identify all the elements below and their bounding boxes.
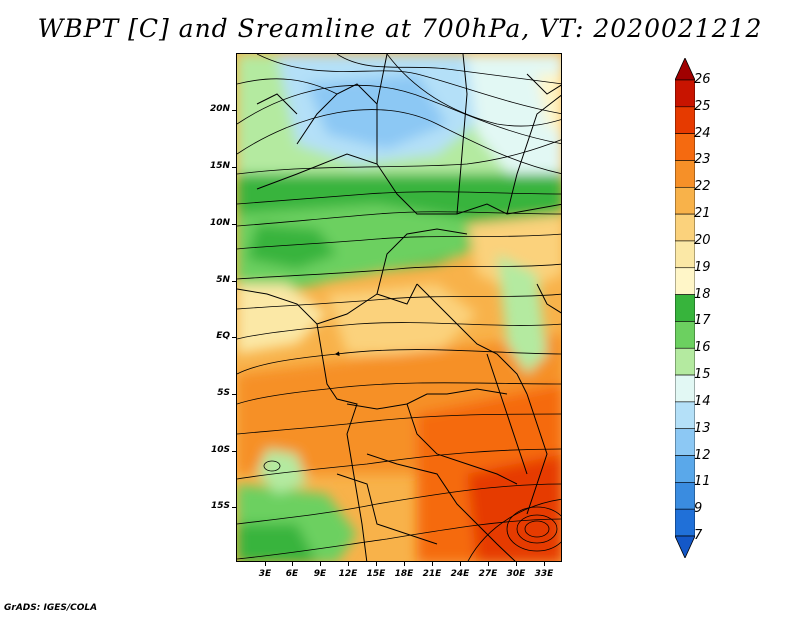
lon-tick [348,562,349,566]
colorbar-label: 21 [694,206,711,222]
colorbar [675,58,695,558]
colorbar-label: 25 [694,98,711,114]
colorbar-segment [675,240,695,269]
colorbar-segment [675,106,695,134]
colorbar-label: 19 [694,259,711,275]
lon-tick [292,562,293,566]
colorbar-segment [675,213,695,242]
lon-tick [265,562,266,566]
lon-tick [432,562,433,566]
lon-label: 15E [366,569,386,579]
colorbar-label: 18 [694,286,711,302]
colorbar-label: 15 [694,367,711,383]
colorbar-label: 16 [694,340,711,356]
lat-tick [232,224,236,225]
colorbar-label: 7 [694,528,703,543]
colorbar-segment [675,508,695,537]
lat-label: 5S [217,388,230,398]
colorbar-label: 12 [694,447,711,463]
lon-label: 6E [285,569,299,579]
colorbar-min-arrow [675,535,695,558]
lon-tick [320,562,321,566]
colorbar-segment [675,267,695,295]
colorbar-segment [675,428,695,456]
lon-tick [544,562,545,566]
lon-label: 12E [338,569,358,579]
lon-label: 24E [450,569,470,579]
colorbar-label: 20 [694,232,711,248]
colorbar-label: 26 [694,72,711,87]
colorbar-segment [675,401,695,430]
colorbar-segment [675,455,695,483]
lon-tick [488,562,489,566]
colorbar-label: 9 [694,501,703,517]
colorbar-segment [675,133,695,161]
lat-label: 20N [209,104,230,114]
colorbar-label: 17 [694,313,711,329]
streamlines [237,54,561,561]
lon-tick [516,562,517,566]
colorbar-label: 11 [694,474,711,490]
lat-label: 15N [209,161,230,171]
lon-label: 33E [534,569,554,579]
lon-label: 30E [506,569,526,579]
map-canvas [237,54,561,561]
lon-tick [460,562,461,566]
lat-label: 10N [209,218,230,228]
lat-tick [232,394,236,395]
colorbar-label: 23 [694,152,711,168]
lat-tick [232,337,236,338]
colorbar-segment [675,321,695,349]
lat-tick [232,507,236,508]
lon-tick [404,562,405,566]
lon-label: 21E [422,569,442,579]
colorbar-label: 14 [694,393,711,409]
chart-title: WBPT [C] and Sreamline at 700hPa, VT: 20… [37,14,763,43]
colorbar-max-arrow [675,58,695,81]
lon-label: 3E [258,569,272,579]
lon-label: 27E [478,569,498,579]
colorbar-segment [675,294,695,322]
colorbar-label: 24 [694,125,711,141]
credit-text: GrADS: IGES/COLA [4,603,98,613]
temperature-shading [237,54,561,561]
lat-tick [232,281,236,282]
lat-label: 15S [210,501,230,511]
lon-label: 9E [313,569,327,579]
lat-tick [232,110,236,111]
country-borders [237,54,561,561]
colorbar-segment [675,482,695,510]
lat-tick [232,167,236,168]
lon-tick [376,562,377,566]
colorbar-label: 22 [694,179,711,195]
lat-label: 5N [216,275,230,285]
colorbar-segment [675,186,695,215]
colorbar-segment [675,160,695,188]
lat-tick [232,451,236,452]
lat-label: EQ [216,331,230,341]
colorbar-segment [675,374,695,403]
colorbar-label: 13 [694,420,711,436]
lat-label: 10S [210,445,230,455]
lon-label: 18E [394,569,414,579]
map-panel [236,53,562,562]
colorbar-segment [675,79,695,108]
colorbar-segment [675,347,695,376]
